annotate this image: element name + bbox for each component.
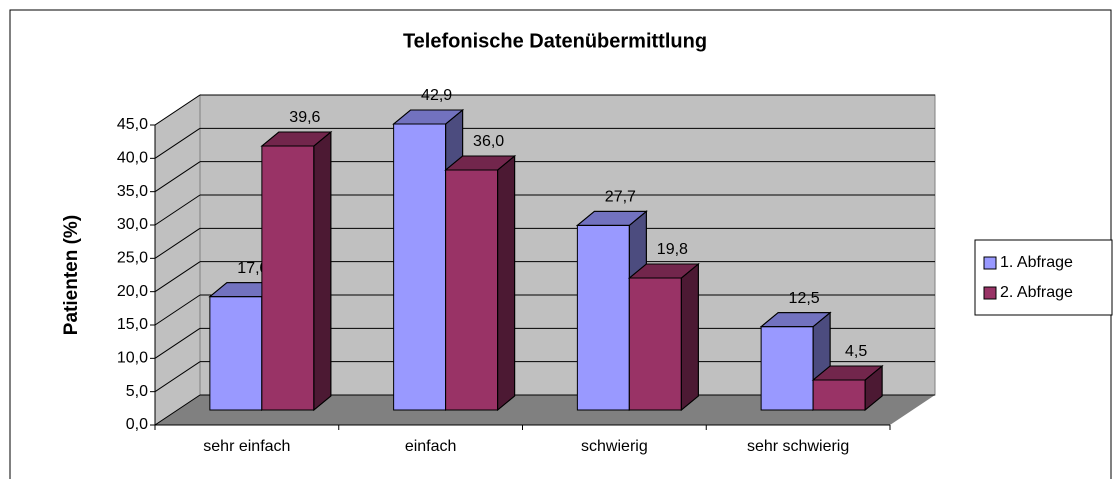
bar [811,364,884,412]
legend-label: 2. Abfrage [1000,284,1073,301]
bar [260,130,333,412]
bar-front [760,326,814,411]
bar-side-shade [497,154,516,412]
legend-swatch [983,256,997,270]
y-tick-label: 10,0 [117,350,148,367]
x-tick-label: sehr einfach [203,438,290,455]
grid-line [154,294,201,326]
bar-front [261,145,315,411]
data-label: 36,0 [473,133,504,150]
bar [627,262,700,412]
data-label: 42,9 [421,87,452,104]
floor [155,395,935,425]
grid-line [154,327,201,359]
y-tick-label: 15,0 [117,316,148,333]
legend-label: 1. Abfrage [1000,254,1073,271]
bar-front [209,296,263,411]
y-axis-label: Patienten (%) [61,215,82,335]
y-tick-label: 45,0 [117,116,148,133]
x-tick-label: schwierig [581,438,648,455]
data-label: 27,7 [605,189,636,206]
bar-front [812,379,866,411]
grid-line [154,361,201,393]
y-tick-label: 25,0 [117,250,148,267]
grid-line [154,94,201,126]
y-tick-label: 5,0 [126,383,148,400]
side-wall [154,94,201,426]
bar-front [576,224,630,411]
bar-top-shade [575,210,648,226]
chart-title: Telefonische Datenübermittlung [403,30,707,52]
x-tick-label: sehr schwierig [747,438,849,455]
grid-line [154,127,201,159]
bar-side-shade [313,130,332,412]
bar-top-shade [627,263,700,279]
grid-line [154,394,201,426]
data-label: 39,6 [289,109,320,126]
legend-swatch [983,286,997,300]
bar-side-shade [680,262,699,412]
bar [444,154,517,412]
data-label: 4,5 [845,343,867,360]
grid-line [154,161,201,193]
bar-top-shade [392,109,465,125]
y-tick-label: 40,0 [117,150,148,167]
data-label: 19,8 [657,241,688,258]
bar-top-shade [759,312,832,328]
y-tick-label: 0,0 [126,416,148,433]
legend [974,239,1113,316]
bar-front [628,277,682,411]
bar-top-shade [260,131,333,147]
x-tick-label: einfach [405,438,457,455]
bar-front [445,169,499,411]
bar-front [393,123,447,411]
grid-line [154,261,201,293]
grid-line [154,227,201,259]
data-label: 12,5 [789,290,820,307]
bar-top-shade [811,365,884,381]
data-label: 17,0 [237,260,268,277]
bar-top-shade [444,155,517,171]
y-tick-label: 35,0 [117,183,148,200]
y-tick-label: 20,0 [117,283,148,300]
y-tick-label: 30,0 [117,216,148,233]
grid-line [154,194,201,226]
